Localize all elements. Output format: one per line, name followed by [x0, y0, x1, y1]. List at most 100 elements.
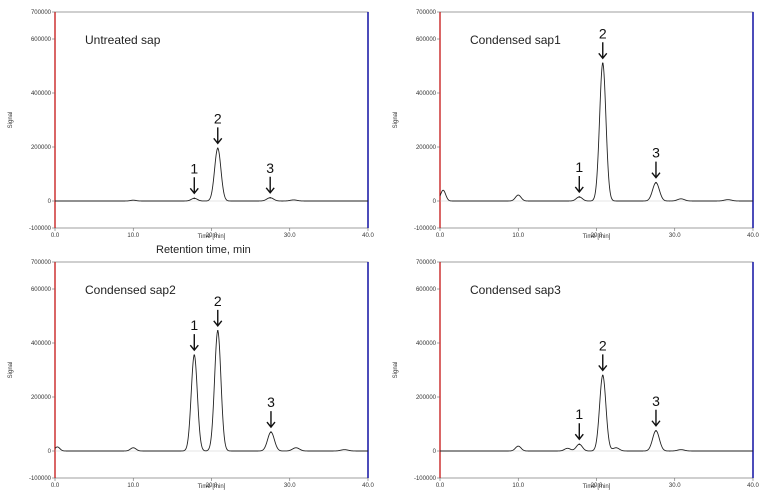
peak-arrow-1	[574, 175, 584, 194]
x-tick-label: 30.0	[284, 233, 296, 239]
x-tick-label: 40.0	[747, 233, 759, 239]
x-tick-label: 0.0	[51, 233, 60, 239]
x-tick-label: 20.0	[591, 233, 603, 239]
x-tick-label: 40.0	[362, 233, 374, 239]
peak-apex-1	[578, 196, 581, 198]
peak-arrow-1	[189, 177, 199, 195]
chromatogram-condensed-sap1: -100000 0 200000 400000 600000 700000 0.0 10.0 2…	[385, 8, 760, 240]
y-tick-label: -100000	[414, 226, 437, 232]
y-axis-title: Signal	[393, 112, 399, 129]
peak-apex-3	[270, 431, 272, 433]
y-tick-label: 400000	[31, 341, 52, 347]
y-tick-label: 600000	[416, 287, 437, 293]
x-tick-label: 40.0	[747, 483, 759, 489]
peak-label-1: 1	[190, 317, 198, 333]
y-tick-label: 200000	[31, 145, 52, 151]
y-tick-label: 600000	[31, 37, 52, 43]
peak-label-2: 2	[214, 293, 222, 309]
peak-apex-3	[655, 181, 657, 184]
y-tick-label: 700000	[31, 260, 52, 266]
peak-label-1: 1	[575, 159, 583, 175]
y-tick-label: -100000	[414, 476, 437, 482]
y-tick-label: 0	[48, 449, 52, 455]
y-axis-title: Signal	[8, 362, 14, 379]
peak-label-3: 3	[652, 393, 660, 409]
chart-svg: -100000 0 200000 400000 600000 700000 0.0 10.0 2…	[8, 10, 374, 240]
chromatogram-condensed-sap3: -100000 0 200000 400000 600000 700000 0.0 10.0 2…	[385, 258, 760, 490]
plot-frame	[54, 261, 369, 479]
retention-time-caption: Retention time, min	[156, 244, 251, 256]
x-tick-label: 20.0	[206, 233, 218, 239]
x-tick-label: 40.0	[362, 483, 374, 489]
x-tick-label: 30.0	[669, 483, 681, 489]
y-tick-label: 700000	[416, 10, 437, 16]
peak-arrow-3	[266, 411, 276, 429]
peak-arrow-1	[574, 423, 584, 441]
y-tick-label: 200000	[31, 395, 52, 401]
peak-label-3: 3	[266, 160, 274, 176]
peak-apex-1	[578, 443, 581, 446]
peak-label-3: 3	[652, 145, 660, 161]
plot-frame	[439, 11, 754, 229]
chart-title: Untreated sap	[85, 33, 161, 47]
chart-title: Condensed sap3	[470, 283, 561, 297]
peak-apex-2	[601, 374, 604, 377]
x-axis-title: Time [min]	[583, 484, 611, 490]
y-tick-label: 400000	[416, 91, 437, 97]
series-line-signal	[439, 62, 753, 202]
peak-label-1: 1	[190, 160, 198, 176]
x-tick-label: 30.0	[669, 233, 681, 239]
x-tick-label: 10.0	[512, 483, 524, 489]
peak-label-2: 2	[214, 110, 222, 126]
chart-svg: -100000 0 200000 400000 600000 700000 0.0 10.0 2…	[393, 260, 759, 490]
x-axis-title: Time [min]	[583, 234, 611, 240]
x-axis-title: Time [min]	[198, 234, 226, 240]
series-line-signal	[440, 374, 753, 452]
y-tick-label: -100000	[29, 226, 52, 232]
x-tick-label: 10.0	[512, 233, 524, 239]
y-tick-label: 200000	[416, 145, 437, 151]
peak-arrow-2	[213, 127, 223, 145]
peak-arrow-3	[651, 409, 661, 427]
y-tick-label: 600000	[31, 287, 52, 293]
chromatogram-condensed-sap2: -100000 0 200000 400000 600000 700000 0.0 10.0 2…	[0, 258, 375, 490]
y-tick-label: 400000	[31, 91, 52, 97]
x-tick-label: 20.0	[591, 483, 603, 489]
peak-apex-2	[601, 62, 604, 65]
peak-arrow-3	[651, 161, 661, 179]
x-tick-label: 30.0	[284, 483, 296, 489]
peak-apex-1	[193, 197, 196, 200]
x-tick-label: 10.0	[127, 233, 139, 239]
peak-apex-2	[216, 330, 219, 332]
chart-title: Condensed sap2	[85, 283, 176, 297]
peak-arrow-2	[598, 354, 608, 372]
chromatogram-untreated-sap: -100000 0 200000 400000 600000 700000 0.0 10.0 2…	[0, 8, 375, 240]
peak-arrow-2	[213, 309, 223, 327]
x-tick-label: 0.0	[436, 483, 445, 489]
x-tick-label: 0.0	[436, 233, 445, 239]
y-axis-title: Signal	[393, 362, 399, 379]
peak-arrow-3	[265, 176, 275, 194]
y-tick-label: 0	[433, 449, 437, 455]
peak-apex-1	[193, 354, 196, 356]
peak-label-1: 1	[575, 406, 583, 422]
y-tick-label: 0	[48, 199, 52, 205]
peak-label-2: 2	[599, 337, 607, 353]
chart-svg: -100000 0 200000 400000 600000 700000 0.0 10.0 2…	[393, 10, 759, 240]
peak-label-3: 3	[267, 394, 275, 410]
y-tick-label: -100000	[29, 476, 52, 482]
y-tick-label: 200000	[416, 395, 437, 401]
y-tick-label: 700000	[416, 260, 437, 266]
peak-label-2: 2	[599, 25, 607, 41]
peak-arrow-2	[598, 42, 608, 60]
y-axis-title: Signal	[8, 112, 14, 129]
y-tick-label: 600000	[416, 37, 437, 43]
peak-arrow-1	[189, 334, 199, 352]
y-tick-label: 700000	[31, 10, 52, 16]
peak-apex-2	[216, 147, 219, 150]
peak-apex-3	[655, 429, 657, 432]
series-line-signal	[54, 330, 368, 452]
y-tick-label: 400000	[416, 341, 437, 347]
x-tick-label: 0.0	[51, 483, 60, 489]
x-axis-title: Time [min]	[198, 484, 226, 490]
